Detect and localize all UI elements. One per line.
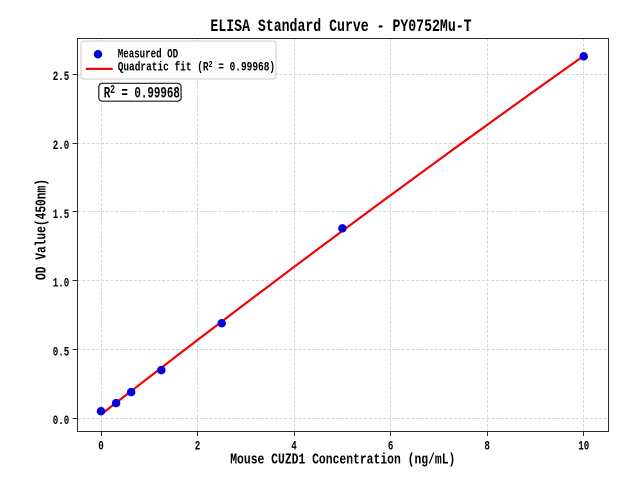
- svg-text:OD Value(450nm): OD Value(450nm): [33, 179, 50, 280]
- svg-text:Quadratic fit (R2 = 0.99968): Quadratic fit (R2 = 0.99968): [118, 60, 275, 75]
- svg-text:2: 2: [195, 440, 201, 454]
- svg-text:ELISA Standard Curve - PY0752M: ELISA Standard Curve - PY0752Mu-T: [210, 16, 471, 36]
- svg-text:1.5: 1.5: [53, 209, 70, 223]
- svg-text:8: 8: [484, 440, 490, 454]
- svg-text:0.5: 0.5: [53, 346, 70, 360]
- svg-text:Mouse CUZD1 Concentration (ng/: Mouse CUZD1 Concentration (ng/mL): [230, 451, 455, 468]
- svg-text:0: 0: [98, 440, 104, 454]
- svg-text:Measured OD: Measured OD: [118, 48, 179, 62]
- svg-text:10: 10: [578, 440, 589, 454]
- svg-text:1.0: 1.0: [53, 277, 70, 291]
- svg-text:6: 6: [388, 440, 394, 454]
- svg-text:0.0: 0.0: [53, 415, 70, 429]
- svg-text:R2 = 0.99968: R2 = 0.99968: [104, 83, 180, 103]
- svg-text:2.5: 2.5: [53, 71, 70, 85]
- svg-text:2.0: 2.0: [53, 140, 70, 154]
- svg-text:4: 4: [291, 440, 297, 454]
